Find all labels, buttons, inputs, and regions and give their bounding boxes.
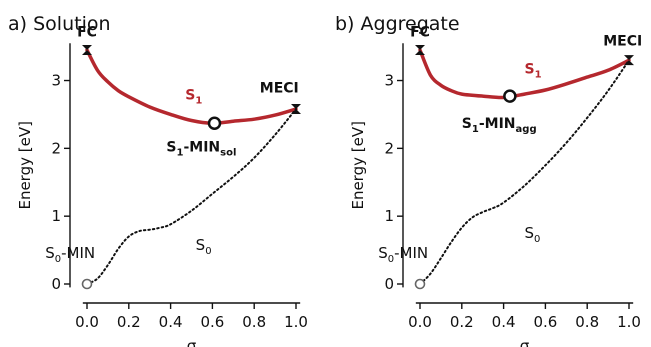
bowtie-marker-shape [624,55,634,66]
s0-min-marker [414,278,426,290]
panel-aggregate: b) Aggregate 0 1 2 3 0.0 0.2 0.4 0.6 0.8 1.0 Energ… [335,13,642,347]
meci-marker [624,55,634,66]
x-tick-label: 1.0 [284,313,308,331]
s1-min-label: S1-MINagg [462,116,537,135]
y-tick-label: 2 [384,139,394,157]
y-tick-label: 2 [51,139,61,157]
s0-min-label: S0-MIN [45,244,95,265]
series-s0-label: S0 [196,236,212,257]
x-tick-label: 0.2 [117,313,141,331]
s0-min-label: S0-MIN [378,244,428,265]
meci-label: MECI [260,81,299,97]
s0-min-marker [81,278,93,290]
series-s0-line [419,59,630,285]
x-tick-label: 0.4 [159,313,183,331]
series-s0-label: S0 [525,224,541,245]
x-axis-label: σ [520,337,530,347]
s1-min-marker [207,116,222,131]
x-axis-label: σ [187,337,197,347]
y-axis-label: Energy [eV] [349,121,367,209]
meci-label: MECI [603,33,642,49]
series-s1-label: S1 [525,62,542,81]
y-axis-label: Energy [eV] [16,121,34,209]
x-tick-label: 1.0 [617,313,641,331]
y-tick-label: 0 [384,275,394,293]
x-tick-label: 0.0 [75,313,99,331]
fc-marker [415,45,425,55]
series-s0-line [86,108,297,285]
bowtie-marker-shape [415,45,425,55]
x-tick-label: 0.8 [242,313,266,331]
x-tick-label: 0.6 [200,313,224,331]
series-s1-line [85,48,298,126]
panel-title-aggregate: b) Aggregate [335,13,460,35]
x-tick-label: 0.8 [575,313,599,331]
y-tick-label: 1 [384,207,394,225]
y-tick-label: 0 [51,275,61,293]
meci-marker [291,104,301,115]
fc-label: FC [77,24,97,40]
y-tick-label: 1 [51,207,61,225]
y-tick-label: 3 [51,72,61,90]
s1-min-label: S1-MINsol [166,140,236,159]
x-tick-label: 0.2 [450,313,474,331]
x-tick-label: 0.6 [533,313,557,331]
y-tick-label: 3 [384,72,394,90]
s1-min-marker [503,89,517,103]
fc-label: FC [410,24,430,40]
panel-solution: a) Solution 0 1 2 3 0.0 0.2 0.4 0.6 0.8 1.0 Energy… [8,13,308,347]
bowtie-marker-shape [82,45,92,55]
panel-title-solution: a) Solution [8,13,111,35]
series-s1-label: S1 [185,88,202,107]
fc-marker [82,45,92,55]
x-tick-label: 0.0 [408,313,432,331]
x-tick-label: 0.4 [492,313,516,331]
bowtie-marker-shape [291,104,301,115]
